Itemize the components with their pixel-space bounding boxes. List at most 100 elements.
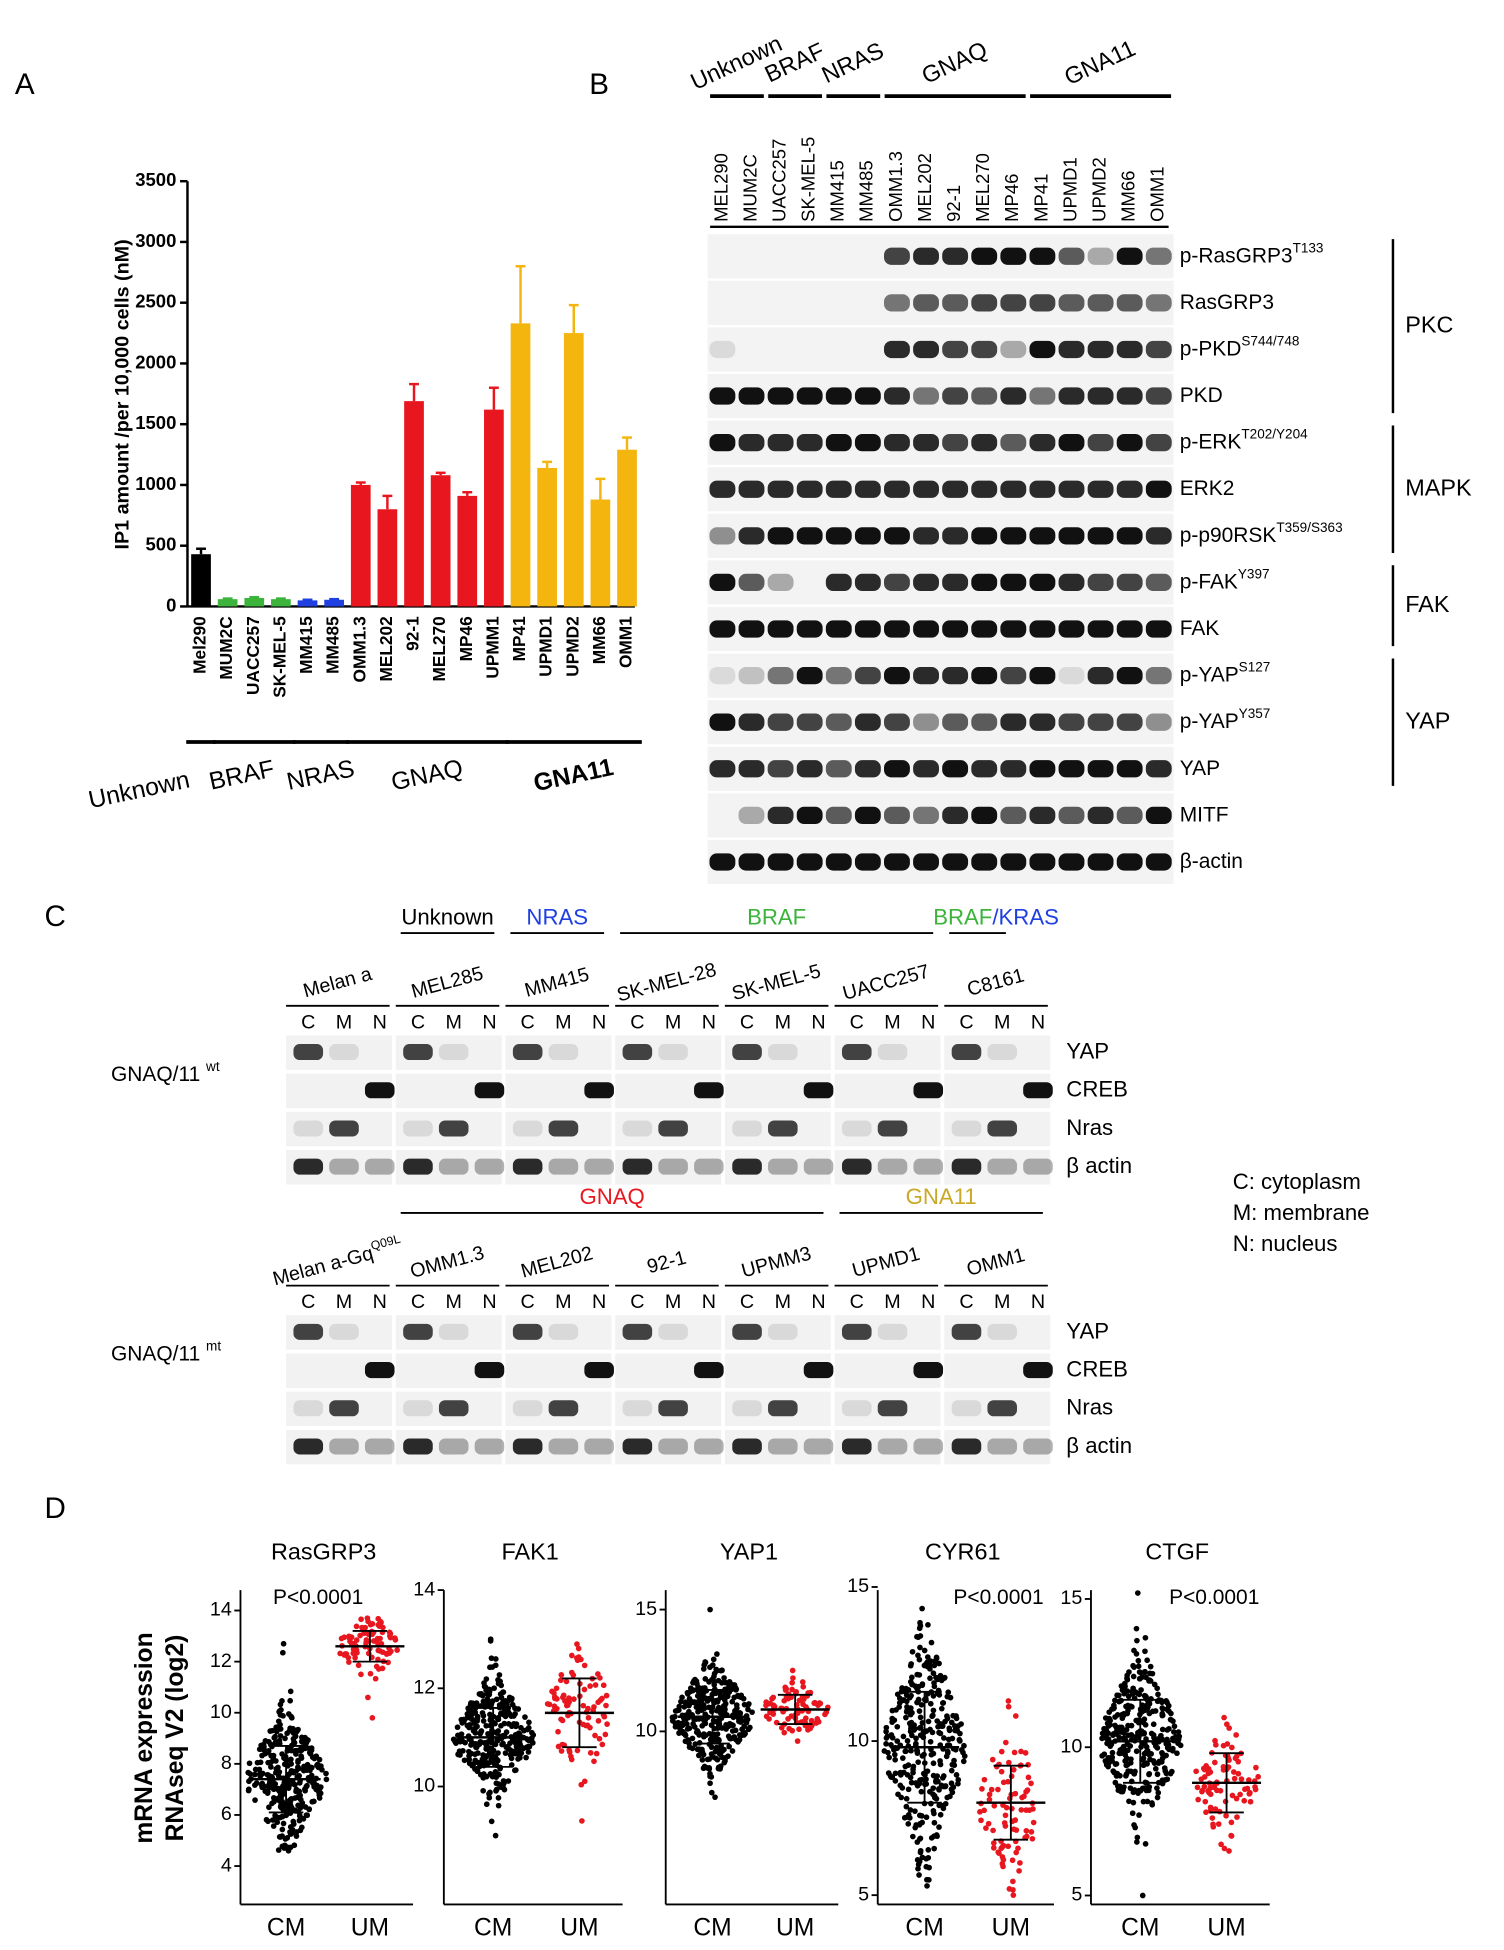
dot [1119,1715,1126,1722]
protein-label-sup: S744/748 [1241,334,1299,349]
blot-band [732,1044,762,1061]
x-tick-label: UM [351,1915,389,1942]
dot [376,1648,383,1654]
blot-band [1087,806,1114,825]
dot [953,1772,960,1778]
dot [908,1725,914,1732]
dot [907,1705,914,1711]
dot [568,1756,575,1763]
dot [1133,1625,1140,1632]
dot [1218,1841,1224,1848]
blot-band [971,713,998,731]
lane-label: M [665,1011,681,1033]
protein-label: YAP [1180,756,1220,779]
dot [1119,1687,1126,1693]
dot [293,1768,299,1774]
dot [802,1715,809,1722]
dot [783,1685,790,1692]
blot-band [877,1120,908,1137]
dot [823,1709,830,1716]
dot [1016,1868,1022,1874]
dot [796,1697,803,1704]
dot [482,1759,489,1766]
dot [483,1753,490,1759]
dot [1103,1762,1110,1768]
dot [981,1776,988,1783]
lane-label: C [521,1011,535,1033]
dot [1211,1759,1218,1766]
protein-label: FAK [1180,617,1220,640]
blot-band [913,340,939,359]
blot-band [438,1158,469,1175]
dot [938,1723,945,1729]
dot [258,1782,265,1789]
dot [1220,1742,1227,1749]
blot-band [767,620,794,638]
dot [1144,1798,1151,1805]
dot [1023,1827,1030,1834]
dot [386,1629,393,1636]
blot-band [512,1120,543,1137]
dot [580,1702,587,1709]
bar [404,401,424,607]
dot [530,1732,537,1738]
dot [525,1737,532,1744]
dot [937,1672,944,1679]
dot [266,1783,273,1790]
dot [731,1734,738,1740]
x-tick-label: CM [1121,1915,1159,1942]
dot [252,1797,258,1803]
bar [350,484,371,607]
blot-band [1029,806,1056,825]
dot [701,1705,708,1712]
lane-label: N [702,1011,716,1033]
dot [1135,1663,1142,1670]
dot [901,1814,908,1821]
dot [487,1722,494,1729]
dot [512,1723,519,1730]
group-header: GNAQ [579,1184,644,1209]
dot [277,1795,284,1802]
blot-band [796,806,823,825]
dot [1147,1678,1154,1684]
dot [1201,1783,1208,1790]
dot [508,1713,515,1719]
dot [515,1756,521,1762]
blot-band [841,1044,872,1061]
blot-band [438,1438,469,1455]
dot [1175,1729,1182,1735]
dot [1025,1761,1031,1768]
dot [889,1707,896,1714]
dot [273,1766,280,1772]
lane-label: M [336,1291,352,1313]
blot-band [1145,387,1172,405]
dot [917,1847,924,1854]
dot [883,1740,889,1747]
protein-label: PKD [1180,384,1223,407]
dot [1170,1735,1176,1742]
dot [477,1730,484,1737]
dot [995,1849,1002,1855]
dot [492,1656,499,1662]
dot [921,1647,928,1654]
x-tick-label: OMM1.3 [349,616,369,682]
dot [458,1737,465,1744]
dot [472,1757,479,1764]
dot [265,1748,272,1754]
dot [933,1655,940,1662]
dot [937,1758,943,1764]
blot-band [1058,340,1085,359]
blot-band [884,247,910,265]
dot [270,1795,277,1801]
protein-label-main: p-FAK [1180,570,1238,593]
y-tick-label: 10 [1060,1735,1082,1757]
blot-band [1087,713,1114,731]
blot-band [854,573,881,592]
blot-band [987,1044,1018,1061]
genotype-label: GNAQ/11 wt [111,1059,220,1085]
dot [268,1753,275,1759]
blot-band [512,1323,543,1340]
blot-band [942,853,969,871]
y-tick-label: 8 [221,1752,232,1774]
dot [263,1816,270,1823]
